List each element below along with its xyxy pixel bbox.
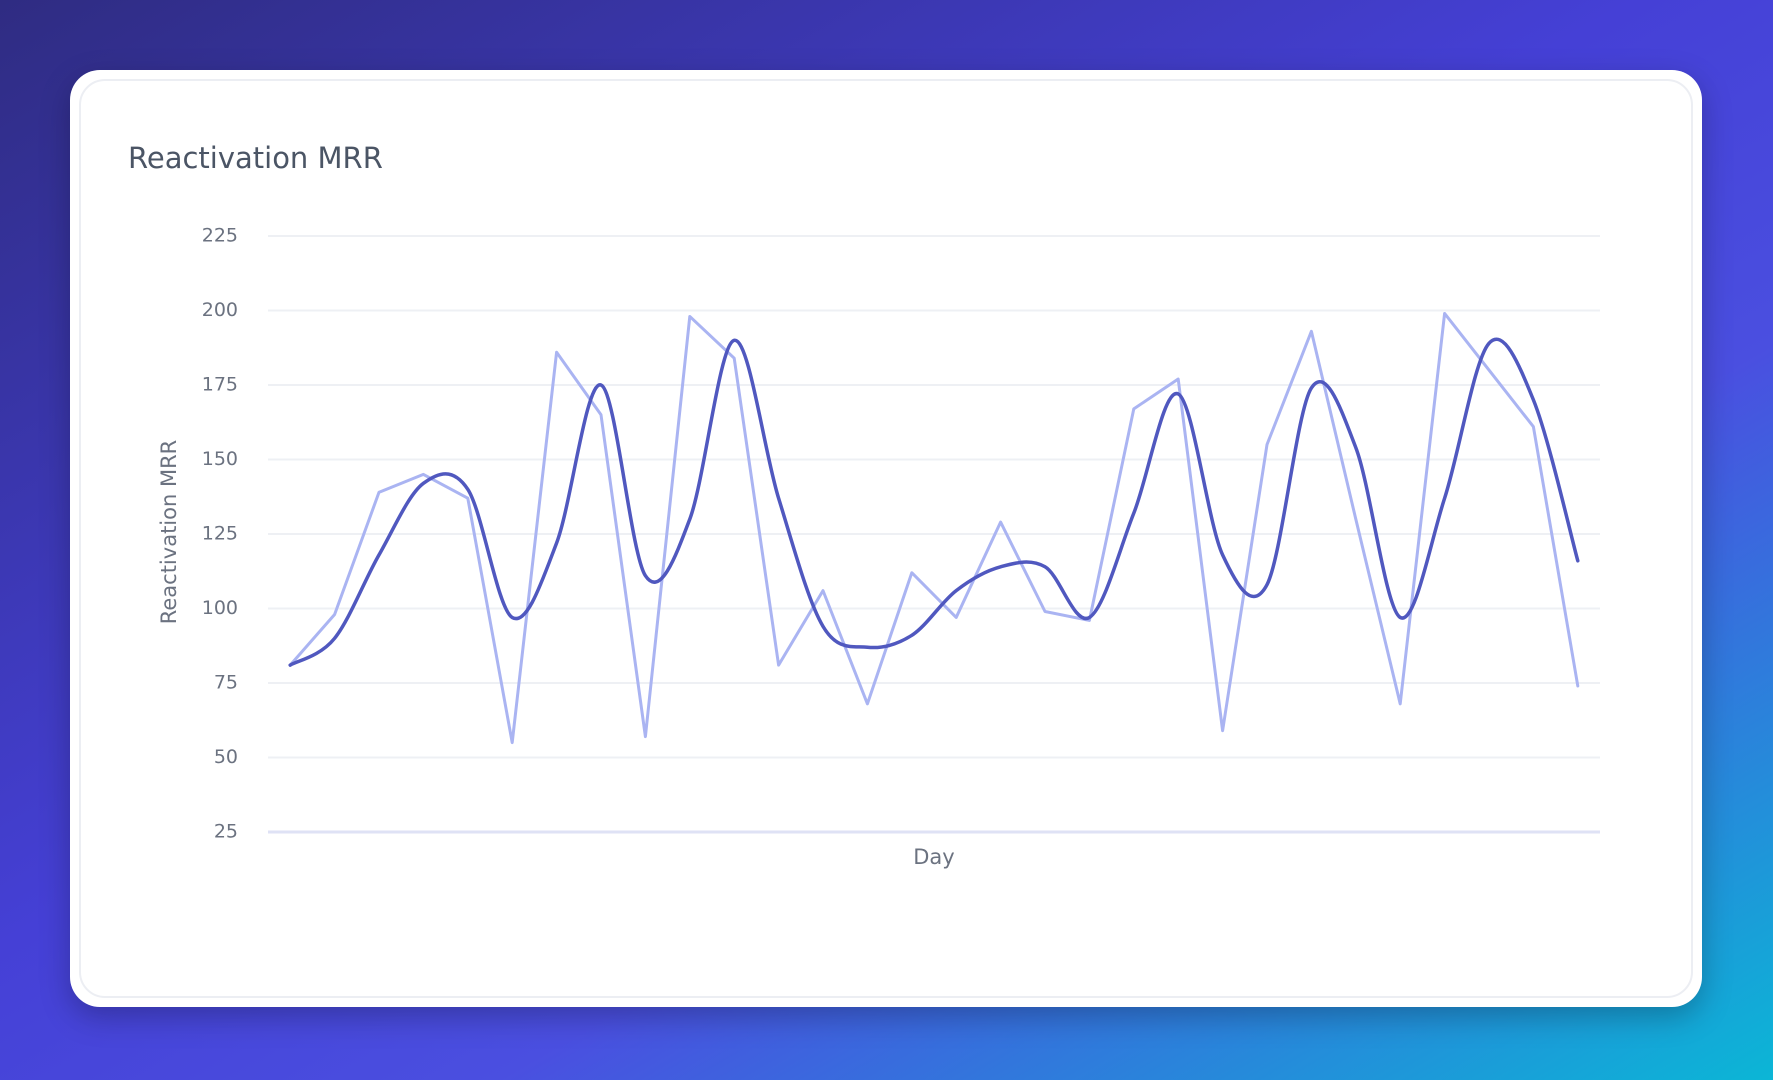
y-tick-label: 200 (202, 299, 238, 321)
y-axis-label: Reactivation MRR (157, 440, 181, 625)
line-series (288, 311, 1580, 745)
x-axis-label: Day (913, 845, 954, 869)
y-tick-label: 175 (202, 374, 238, 396)
y-tick-label: 225 (202, 225, 238, 247)
y-tick-label: 50 (214, 746, 238, 768)
y-tick-label: 100 (202, 597, 238, 619)
y-tick-label: 75 (214, 672, 238, 694)
y-tick-label: 25 (214, 821, 238, 843)
chart-card (70, 70, 1702, 1007)
card-border (79, 79, 1693, 998)
line-series (288, 337, 1580, 667)
y-tick-label: 150 (202, 448, 238, 470)
y-tick-label: 125 (202, 523, 238, 545)
chart-title: Reactivation MRR (128, 141, 383, 175)
